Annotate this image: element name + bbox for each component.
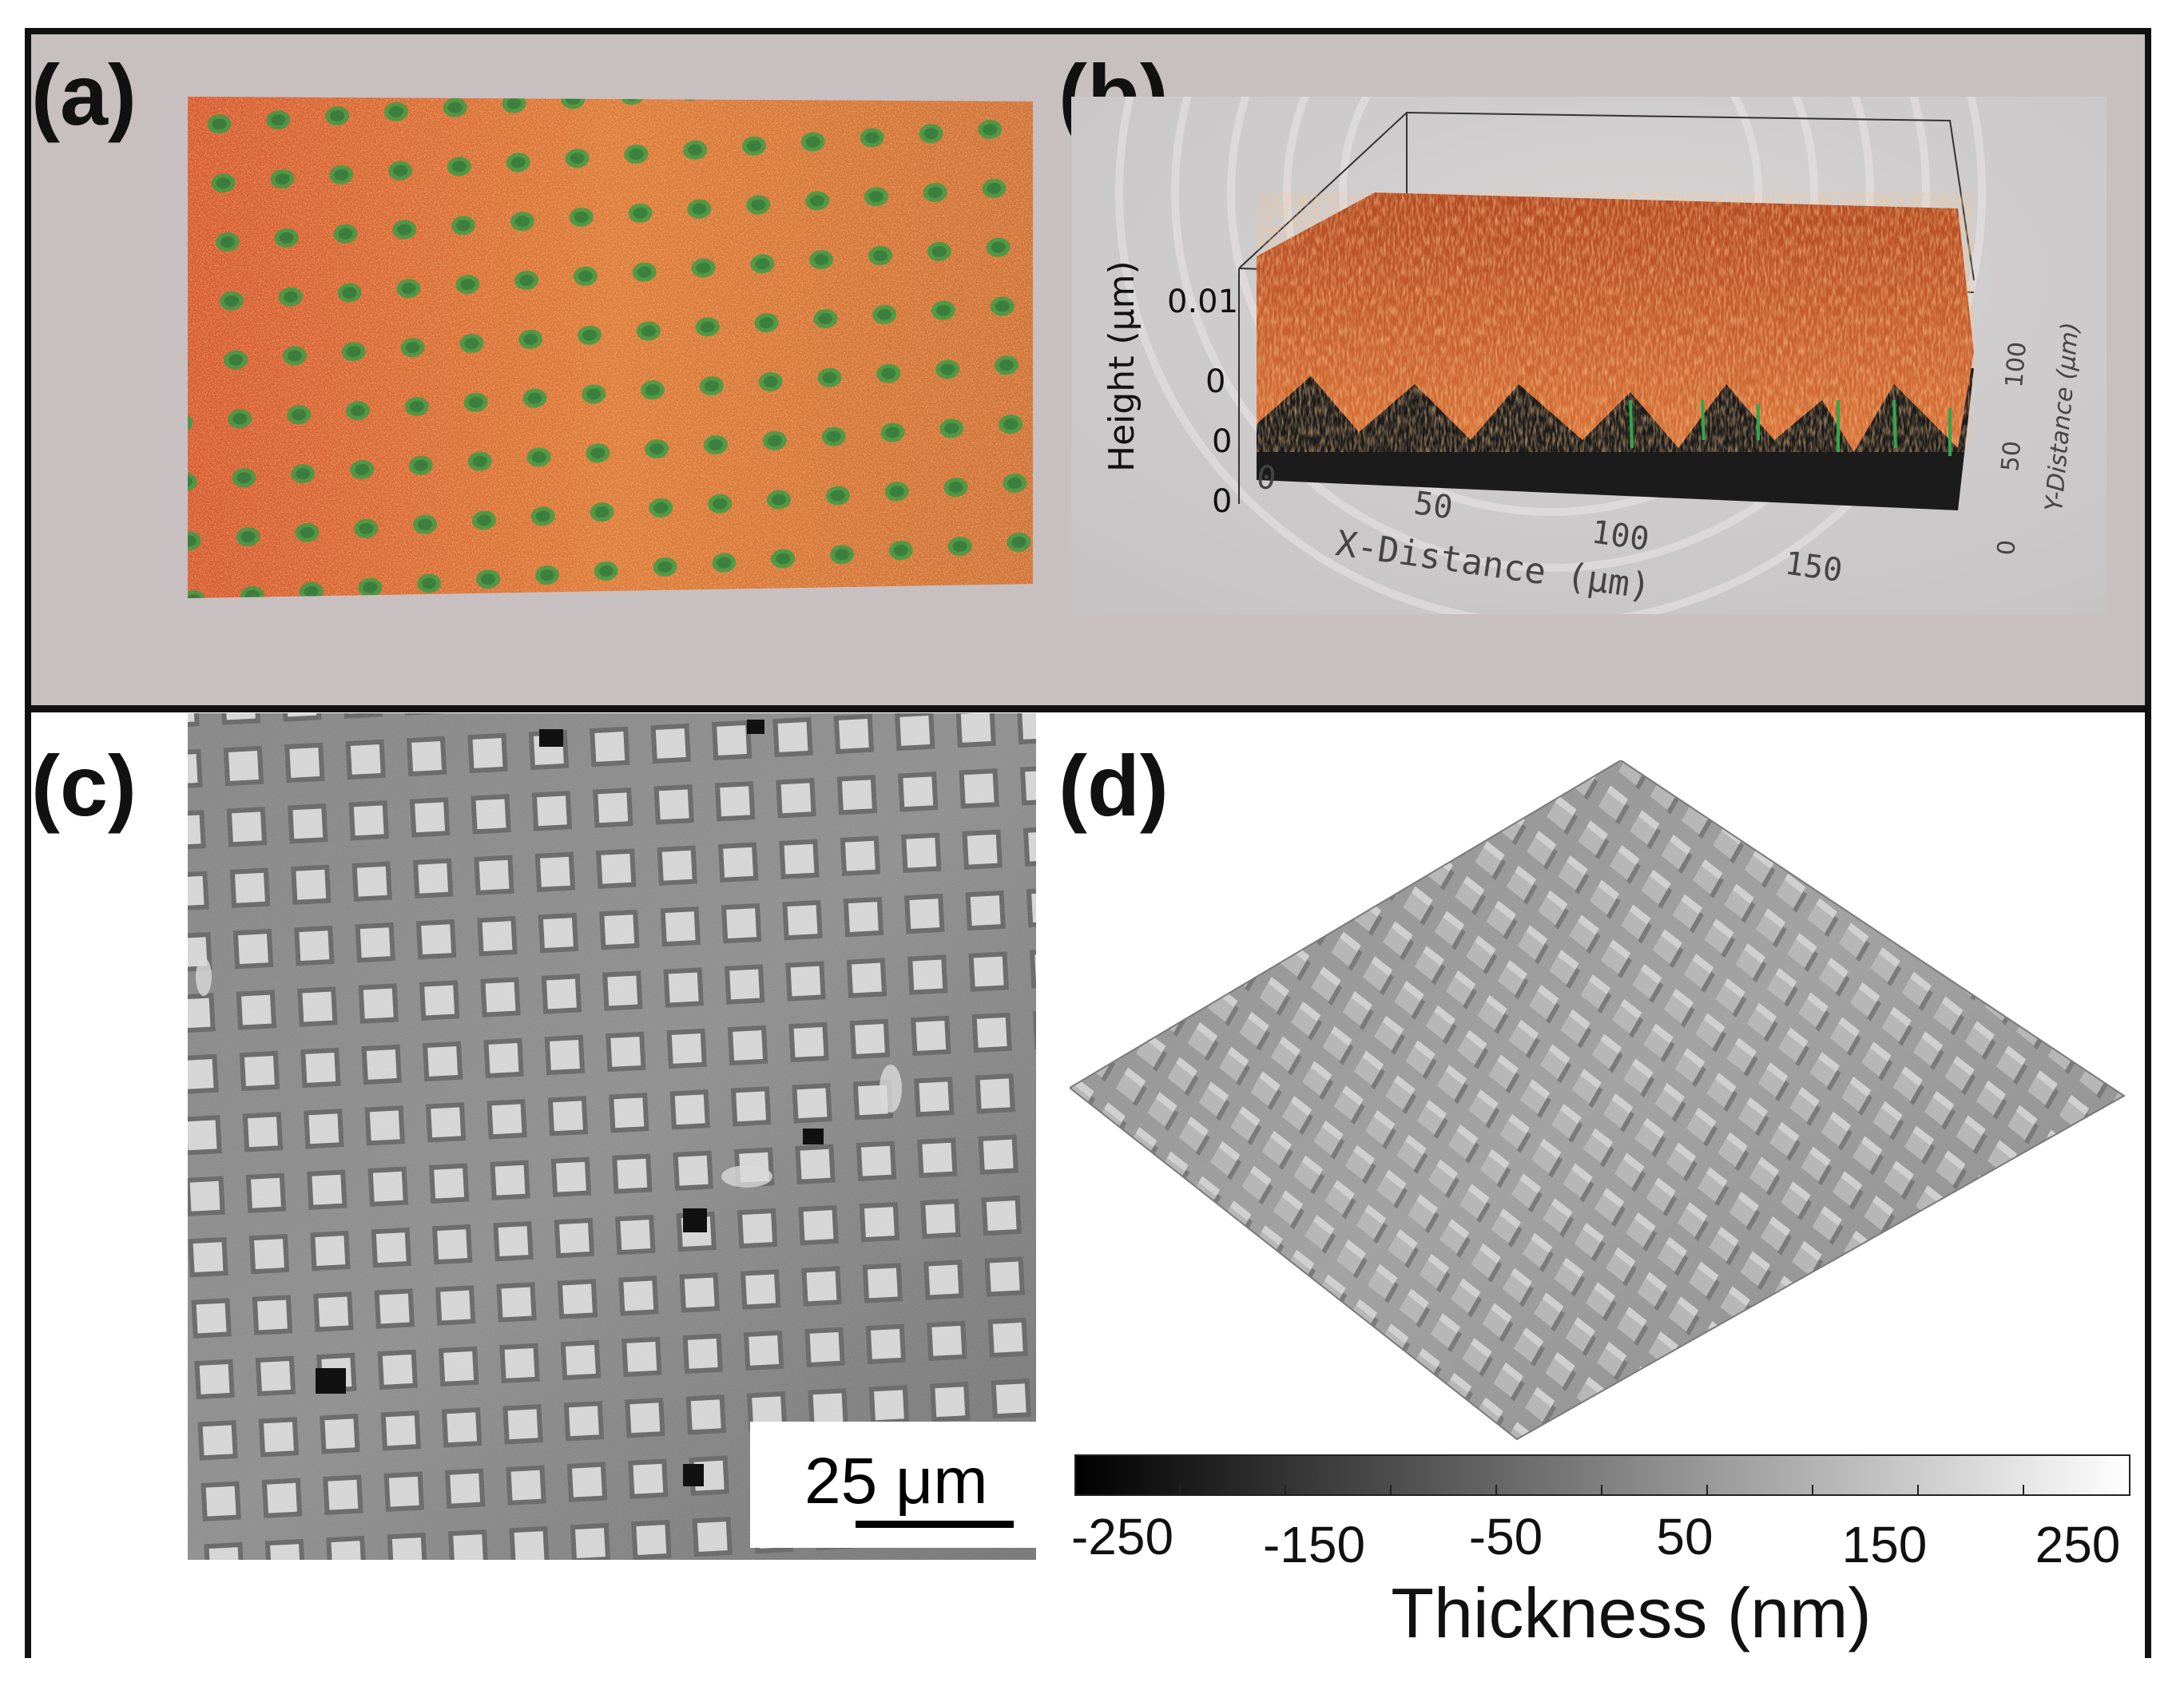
panel-b-y-tick-100: 100: [2000, 341, 2032, 389]
panel-b-z-tick-3: 0: [1212, 423, 1232, 460]
colorbar-tick-minus150: -150: [1262, 1516, 1366, 1573]
panel-b-z-axis-label: Height (μm): [1102, 260, 1142, 472]
panel-d-colorbar: [1074, 1454, 2130, 1496]
panel-b-x-tick-150: 150: [1782, 545, 1844, 589]
colorbar-title: Thickness (nm): [1391, 1573, 1872, 1652]
colorbar-tick-50: 50: [1656, 1508, 1713, 1565]
panel-c-scale-bar: [856, 1521, 1014, 1528]
colorbar-tick-150: 150: [1841, 1516, 1928, 1573]
figure-frame: (a): [25, 28, 2151, 1658]
panel-b-3d-surface-plot: Height (μm) 0.01 0 0 0 0 50 100 150 X-Di…: [1071, 97, 2107, 614]
panel-d-label: (d): [1058, 737, 1169, 834]
panel-b-y-tick-0: 0: [1992, 539, 2022, 557]
colorbar-tick-250: 250: [2035, 1516, 2121, 1573]
panel-b-z-tick-2: 0: [1205, 363, 1225, 400]
top-panel: (a): [31, 34, 2145, 712]
panel-b-z-tick-1: 0.01: [1167, 284, 1238, 320]
panel-d-3d-thickness-map: [1070, 760, 2126, 1441]
panel-b-x-tick-100: 100: [1589, 514, 1651, 558]
panel-c-micrograph: [188, 713, 1036, 1560]
panel-c-scale-text: 25 μm: [804, 1445, 988, 1517]
colorbar-tick-minus250: -250: [1070, 1508, 1174, 1565]
colorbar-tick-minus50: -50: [1468, 1508, 1543, 1565]
bottom-panel: (c): [31, 712, 2145, 1658]
panel-a-profilometry-image: [188, 97, 1033, 598]
panel-b-x-tick-50: 50: [1412, 485, 1455, 526]
panel-b-z-tick-4: 0: [1212, 483, 1232, 520]
panel-a-label: (a): [31, 46, 137, 143]
panel-c-label: (c): [31, 737, 137, 834]
panel-b-y-tick-50: 50: [1996, 440, 2027, 473]
